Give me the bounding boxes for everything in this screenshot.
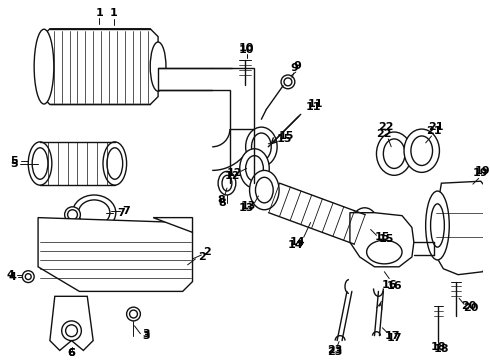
Ellipse shape bbox=[28, 142, 52, 185]
Text: 1: 1 bbox=[95, 8, 103, 18]
Text: 22: 22 bbox=[379, 122, 394, 132]
Circle shape bbox=[129, 310, 137, 318]
Circle shape bbox=[25, 274, 31, 280]
Text: 13: 13 bbox=[241, 201, 256, 211]
Text: 20: 20 bbox=[461, 301, 477, 311]
Ellipse shape bbox=[249, 170, 279, 210]
Ellipse shape bbox=[245, 156, 263, 181]
Text: 15: 15 bbox=[379, 234, 394, 244]
Text: 19: 19 bbox=[473, 168, 489, 178]
Ellipse shape bbox=[68, 210, 77, 220]
Text: 12: 12 bbox=[225, 171, 241, 181]
Ellipse shape bbox=[245, 127, 277, 166]
Ellipse shape bbox=[222, 175, 232, 191]
Ellipse shape bbox=[240, 149, 269, 188]
Circle shape bbox=[126, 307, 140, 321]
Text: 14: 14 bbox=[290, 237, 306, 247]
Polygon shape bbox=[50, 296, 93, 350]
Polygon shape bbox=[38, 217, 193, 291]
Text: 19: 19 bbox=[475, 166, 490, 176]
Ellipse shape bbox=[32, 148, 48, 179]
Ellipse shape bbox=[251, 133, 271, 161]
Text: 21: 21 bbox=[428, 122, 443, 132]
Ellipse shape bbox=[34, 29, 54, 104]
Circle shape bbox=[66, 325, 77, 337]
Text: 23: 23 bbox=[327, 347, 343, 357]
Text: 11: 11 bbox=[306, 103, 321, 112]
Ellipse shape bbox=[376, 132, 412, 175]
Ellipse shape bbox=[65, 207, 80, 222]
Ellipse shape bbox=[431, 204, 444, 247]
Text: 2: 2 bbox=[198, 252, 206, 262]
Polygon shape bbox=[158, 68, 253, 129]
Ellipse shape bbox=[367, 240, 402, 264]
Text: 14: 14 bbox=[288, 240, 304, 250]
Text: 17: 17 bbox=[387, 333, 402, 343]
Polygon shape bbox=[350, 213, 414, 267]
Ellipse shape bbox=[103, 142, 126, 185]
Text: 21: 21 bbox=[426, 126, 441, 136]
Text: 16: 16 bbox=[387, 282, 402, 292]
Circle shape bbox=[62, 321, 81, 341]
Ellipse shape bbox=[411, 136, 433, 166]
Text: 8: 8 bbox=[218, 198, 226, 208]
Text: 10: 10 bbox=[239, 45, 254, 55]
Text: 4: 4 bbox=[8, 272, 17, 282]
Text: 16: 16 bbox=[381, 279, 397, 289]
Ellipse shape bbox=[150, 42, 166, 91]
Text: 15: 15 bbox=[276, 134, 292, 144]
Ellipse shape bbox=[218, 171, 236, 195]
Text: 6: 6 bbox=[68, 348, 75, 358]
Ellipse shape bbox=[78, 200, 110, 225]
Circle shape bbox=[284, 78, 292, 86]
Ellipse shape bbox=[73, 195, 116, 230]
Text: 9: 9 bbox=[290, 63, 298, 73]
Ellipse shape bbox=[356, 214, 373, 237]
Text: 8: 8 bbox=[217, 195, 225, 205]
Text: 18: 18 bbox=[434, 345, 449, 355]
Text: 10: 10 bbox=[239, 44, 254, 53]
Ellipse shape bbox=[383, 139, 405, 168]
Text: 5: 5 bbox=[11, 156, 18, 166]
Ellipse shape bbox=[426, 191, 449, 260]
Text: 7: 7 bbox=[117, 208, 124, 218]
Text: 15: 15 bbox=[375, 232, 390, 242]
Text: 4: 4 bbox=[6, 270, 15, 280]
Text: 3: 3 bbox=[143, 331, 150, 341]
Circle shape bbox=[23, 271, 34, 283]
Text: 7: 7 bbox=[122, 206, 130, 216]
Ellipse shape bbox=[351, 208, 378, 243]
Text: 17: 17 bbox=[385, 331, 400, 341]
Text: 1: 1 bbox=[110, 8, 118, 18]
Ellipse shape bbox=[404, 129, 440, 172]
Circle shape bbox=[281, 75, 295, 89]
Text: 6: 6 bbox=[68, 348, 75, 358]
Text: 9: 9 bbox=[294, 61, 302, 71]
Ellipse shape bbox=[107, 148, 122, 179]
Ellipse shape bbox=[255, 177, 273, 203]
Polygon shape bbox=[42, 29, 158, 104]
Polygon shape bbox=[153, 217, 193, 232]
Text: 11: 11 bbox=[308, 99, 323, 109]
Text: 3: 3 bbox=[143, 329, 150, 339]
Text: 2: 2 bbox=[203, 247, 211, 257]
Polygon shape bbox=[437, 181, 490, 275]
Text: 20: 20 bbox=[463, 303, 479, 313]
Text: 23: 23 bbox=[327, 346, 343, 355]
Text: 22: 22 bbox=[377, 129, 392, 139]
Text: 18: 18 bbox=[431, 342, 446, 352]
Text: 13: 13 bbox=[239, 203, 254, 213]
Text: 12: 12 bbox=[227, 168, 243, 178]
Text: 15: 15 bbox=[278, 131, 294, 141]
Text: 5: 5 bbox=[11, 158, 18, 168]
